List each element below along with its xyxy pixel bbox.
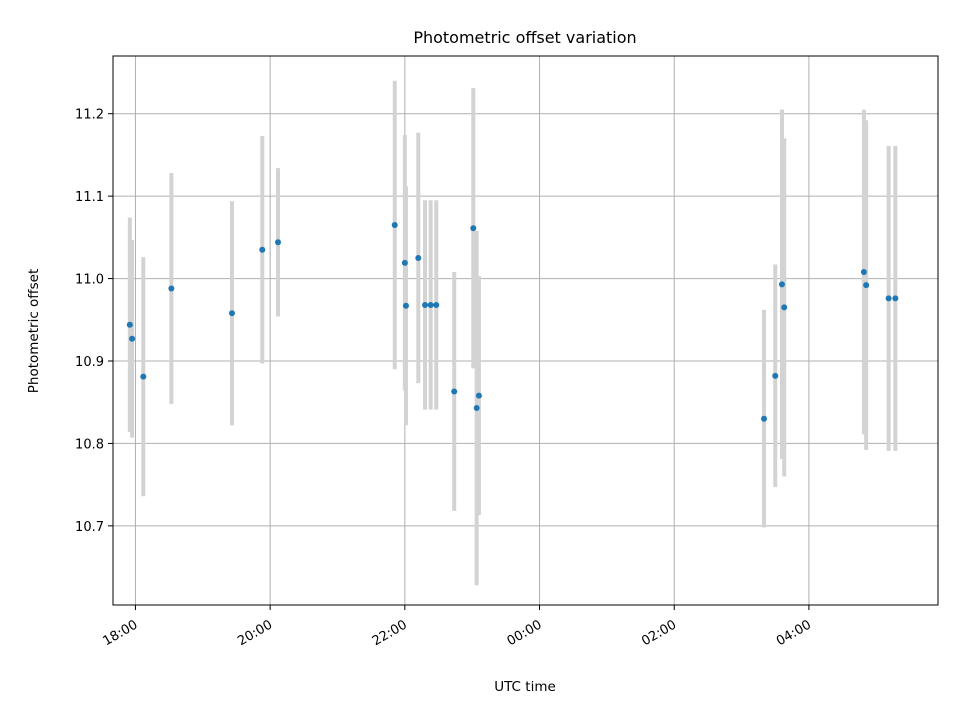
data-point	[860, 268, 867, 275]
y-tick-label: 10.8	[75, 437, 104, 452]
data-point	[772, 372, 779, 379]
y-tick-label: 10.7	[75, 520, 104, 535]
markers	[126, 221, 899, 422]
data-point	[761, 415, 768, 422]
data-point	[781, 304, 788, 311]
y-tick-label: 10.9	[75, 355, 104, 370]
data-point	[168, 285, 175, 292]
data-point	[129, 335, 136, 342]
data-point	[415, 254, 422, 261]
y-tick-label: 11.0	[75, 273, 104, 288]
chart-title: Photometric offset variation	[413, 28, 636, 47]
data-point	[451, 388, 458, 395]
data-point	[259, 246, 266, 253]
data-point	[391, 221, 398, 228]
data-point	[422, 301, 429, 308]
data-point	[126, 321, 133, 328]
data-point	[275, 239, 281, 246]
data-point	[401, 259, 408, 266]
x-axis-label: UTC time	[494, 679, 556, 695]
y-tick-label: 11.1	[75, 190, 104, 205]
data-point	[470, 225, 477, 232]
data-point	[427, 301, 434, 308]
data-point	[863, 282, 870, 289]
data-point	[885, 295, 892, 302]
data-point	[473, 404, 480, 411]
data-point	[892, 295, 899, 302]
data-point	[228, 310, 235, 317]
data-point	[475, 392, 482, 399]
data-point	[433, 301, 440, 308]
y-axis: 10.7 10.8 10.9 11.0 11.1 11.2	[75, 108, 113, 535]
data-point	[778, 281, 785, 288]
y-tick-label: 11.2	[75, 108, 104, 123]
data-point	[140, 373, 147, 380]
data-point	[402, 302, 409, 309]
plot-frame	[112, 55, 939, 606]
y-axis-label: Photometric offset	[26, 269, 42, 393]
